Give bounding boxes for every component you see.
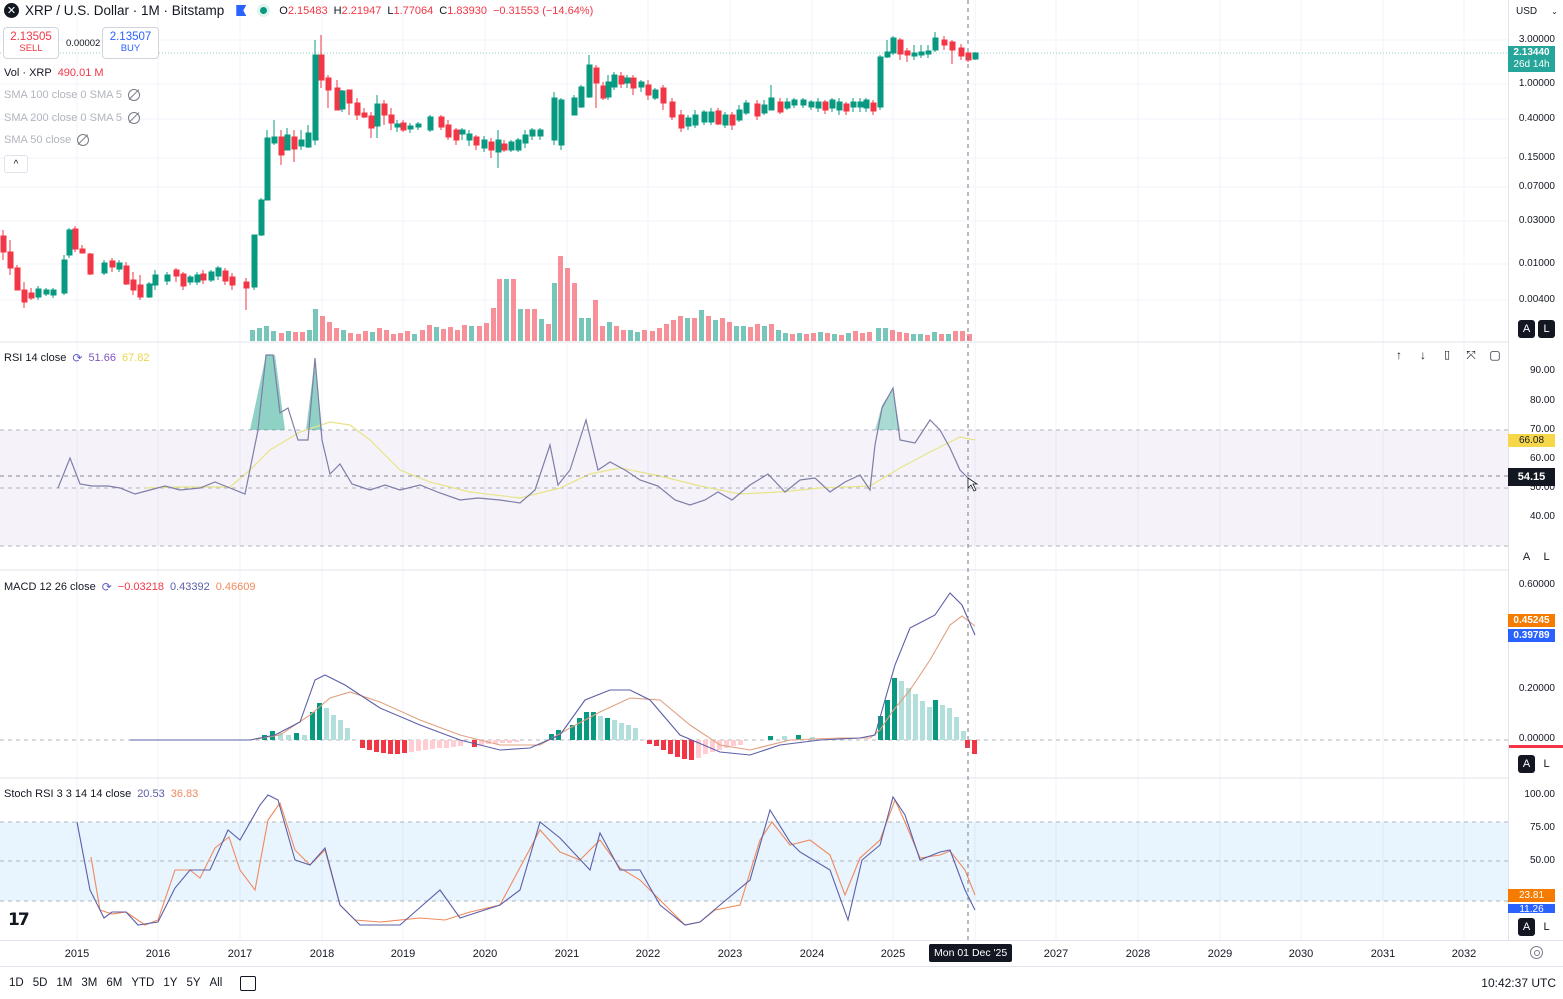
collapse-pane-icon[interactable]: ⤧ <box>1466 348 1476 362</box>
macd-legend[interactable]: MACD 12 26 close ⟳ −0.03218 0.43392 0.46… <box>4 580 256 594</box>
stoch-k-badge: 11.26 <box>1508 904 1555 913</box>
sma100-legend[interactable]: SMA 100 close 0 SMA 5 <box>4 89 141 101</box>
refresh-icon[interactable]: ⟳ <box>101 580 112 594</box>
tradingview-logo[interactable]: 17 <box>8 910 30 930</box>
macd-value-badge: 0.39789 <box>1508 629 1555 642</box>
market-status-icon <box>260 7 268 14</box>
chart-area[interactable] <box>0 0 1508 940</box>
collapse-legend-button[interactable]: ^ <box>4 155 28 173</box>
stoch-auto-scale-button[interactable]: A <box>1518 918 1535 936</box>
log-scale-button[interactable]: L <box>1538 320 1555 338</box>
range-ytd-button[interactable]: YTD <box>131 977 155 989</box>
sma200-legend[interactable]: SMA 200 close 0 SMA 5 <box>4 112 141 124</box>
range-1y-button[interactable]: 1Y <box>163 977 178 989</box>
rsi-log-scale-button[interactable]: L <box>1543 551 1550 563</box>
macd-log-scale-button[interactable]: L <box>1543 758 1550 770</box>
move-up-icon[interactable]: ↑ <box>1396 348 1402 362</box>
cursor-icon <box>967 477 979 492</box>
symbol-header: ✕ XRP / U.S. Dollar · 1M · Bitstamp O2.1… <box>4 3 593 18</box>
range-all-button[interactable]: All <box>209 977 223 989</box>
stoch-log-scale-button[interactable]: L <box>1543 921 1550 933</box>
range-5d-button[interactable]: 5D <box>32 977 48 989</box>
stoch-rsi-legend[interactable]: Stoch RSI 3 3 14 14 close 20.53 36.83 <box>4 788 199 800</box>
maximize-pane-icon[interactable]: ▢ <box>1489 348 1501 362</box>
pane-toolbar: ↑ ↓ ▯ ⤧ ▢ <box>1392 348 1502 363</box>
macd-signal-badge: 0.45245 <box>1508 614 1555 627</box>
utc-clock[interactable]: 10:42:37 UTC <box>1481 976 1556 990</box>
range-1m-button[interactable]: 1M <box>56 977 73 989</box>
last-price-badge: 2.13440 26d 14h <box>1508 46 1555 72</box>
rsi-auto-scale-button[interactable]: A <box>1522 551 1531 563</box>
range-6m-button[interactable]: 6M <box>106 977 123 989</box>
rsi-legend[interactable]: RSI 14 close ⟳ 51.66 67.82 <box>4 351 150 365</box>
xrp-logo-icon: ✕ <box>4 3 19 18</box>
auto-scale-button[interactable]: A <box>1518 320 1535 338</box>
hidden-eye-icon[interactable] <box>128 112 141 124</box>
delete-icon[interactable]: ▯ <box>1443 349 1451 361</box>
bottom-toolbar: 1D 5D 1M 3M 6M YTD 1Y 5Y All 10:42:37 UT… <box>0 966 1563 999</box>
macd-zero-marker <box>1509 745 1563 748</box>
spread-value: 0.00002 <box>66 38 101 49</box>
chart-canvas[interactable] <box>0 0 1508 940</box>
time-axis[interactable]: 2015 2016 2017 2018 2019 2020 2021 2022 … <box>0 940 1563 966</box>
range-5y-button[interactable]: 5Y <box>186 977 201 989</box>
hidden-eye-icon[interactable] <box>128 89 141 101</box>
refresh-icon[interactable]: ⟳ <box>72 351 83 365</box>
macd-auto-scale-button[interactable]: A <box>1518 755 1535 773</box>
flag-icon[interactable] <box>236 5 247 16</box>
range-1d-button[interactable]: 1D <box>9 977 24 989</box>
sell-button[interactable]: 2.13505 SELL <box>3 27 59 59</box>
stoch-d-badge: 23.81 <box>1508 889 1555 902</box>
volume-legend[interactable]: Vol · XRP 490.01 M <box>4 67 104 79</box>
move-down-icon[interactable]: ↓ <box>1420 348 1426 362</box>
rsi-ma-badge: 66.08 <box>1508 434 1555 447</box>
sma50-legend[interactable]: SMA 50 close <box>4 134 90 146</box>
chart-settings-icon[interactable] <box>1530 946 1543 959</box>
buy-button[interactable]: 2.13507 BUY <box>102 27 159 59</box>
range-3m-button[interactable]: 3M <box>81 977 98 989</box>
symbol-title[interactable]: XRP / U.S. Dollar · 1M · Bitstamp <box>25 3 225 18</box>
ohlc-values: O2.15483 H2.21947 L1.77064 C1.83930 −0.3… <box>279 4 594 17</box>
crosshair-date-label: Mon 01 Dec '25 <box>929 944 1013 962</box>
rsi-crosshair-badge: 54.15 <box>1508 468 1555 486</box>
hidden-eye-icon[interactable] <box>77 134 90 146</box>
currency-select[interactable]: USD ⌄ <box>1516 6 1558 17</box>
go-to-date-calendar-icon[interactable] <box>240 975 257 991</box>
